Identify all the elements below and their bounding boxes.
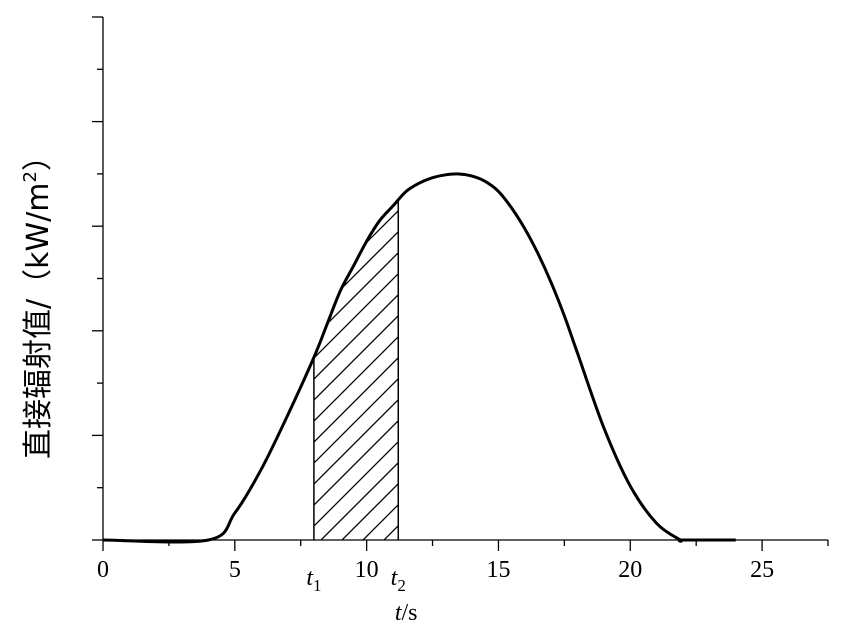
x-tick-label: 5 — [229, 557, 241, 583]
shaded-area-outline — [313, 200, 400, 540]
y-axis-label-sup: 2 — [20, 171, 41, 182]
x-tick-label: 20 — [618, 557, 642, 583]
x-tick-label: 15 — [486, 557, 510, 583]
x-axis-label-var: t — [395, 600, 403, 626]
annotation-label: t1 — [306, 565, 321, 595]
x-axis-label: t/s — [395, 600, 418, 626]
y-axis-label-main: 直接辐射值/（kW/m — [21, 182, 56, 458]
x-tick-label: 10 — [355, 557, 379, 583]
x-tick-label: 0 — [97, 557, 109, 583]
shaded-area — [313, 173, 399, 540]
x-axis-label-unit: /s — [402, 600, 418, 626]
annotation-label: t2 — [391, 565, 406, 595]
y-axis-label: 直接辐射值/（kW/m2） — [20, 141, 56, 459]
x-tick-label: 25 — [750, 557, 774, 583]
series-line — [102, 172, 736, 544]
y-axis-label-close: ） — [21, 141, 56, 171]
